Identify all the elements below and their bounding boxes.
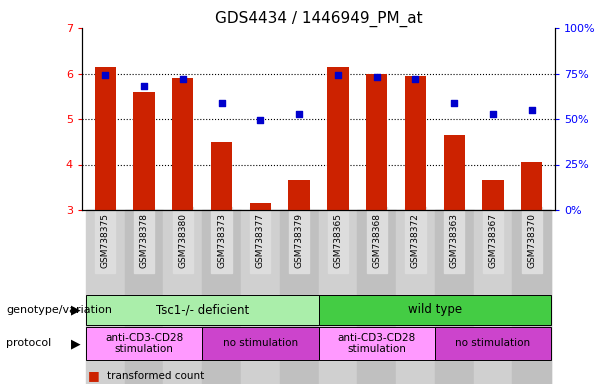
Bar	[164, 210, 202, 384]
Bar	[396, 210, 435, 384]
Point	[371, 74, 381, 80]
Point	[333, 72, 343, 78]
Bar	[512, 210, 551, 384]
Point	[256, 117, 265, 123]
Text: Tsc1-/- deficient: Tsc1-/- deficient	[156, 303, 249, 316]
Bar	[327, 67, 349, 210]
Bar	[357, 210, 396, 384]
Bar	[405, 76, 426, 210]
Point	[449, 100, 459, 106]
Text: ▶: ▶	[71, 303, 81, 316]
Bar	[289, 180, 310, 210]
Point	[101, 72, 110, 78]
Bar	[512, 210, 551, 384]
Point	[527, 107, 536, 113]
Title: GDS4434 / 1446949_PM_at: GDS4434 / 1446949_PM_at	[215, 10, 422, 26]
Text: no stimulation: no stimulation	[223, 339, 298, 349]
Bar	[124, 210, 164, 384]
Point	[488, 111, 498, 117]
Text: anti-CD3-CD28
stimulation: anti-CD3-CD28 stimulation	[338, 333, 416, 354]
Bar	[357, 210, 396, 384]
Bar	[211, 142, 232, 210]
Point	[294, 111, 304, 117]
Text: protocol: protocol	[6, 339, 51, 349]
Bar	[124, 210, 164, 384]
Bar	[280, 210, 319, 384]
Bar	[86, 210, 124, 384]
Text: genotype/variation: genotype/variation	[6, 305, 112, 315]
Text: transformed count: transformed count	[107, 371, 204, 381]
Text: no stimulation: no stimulation	[455, 339, 530, 349]
Bar	[94, 67, 116, 210]
Bar	[474, 210, 512, 384]
Bar	[202, 210, 241, 384]
Bar	[280, 210, 319, 384]
Bar	[172, 78, 194, 210]
Point	[216, 100, 226, 106]
Point	[139, 83, 149, 89]
Bar	[435, 210, 474, 384]
Text: anti-CD3-CD28
stimulation: anti-CD3-CD28 stimulation	[105, 333, 183, 354]
Bar	[482, 180, 504, 210]
Bar	[444, 135, 465, 210]
Text: wild type: wild type	[408, 303, 462, 316]
Bar	[241, 210, 280, 384]
Text: ■: ■	[88, 369, 100, 382]
Bar	[134, 92, 154, 210]
Bar	[521, 162, 543, 210]
Bar	[319, 210, 357, 384]
Bar	[435, 210, 474, 384]
Bar	[366, 73, 387, 210]
Bar	[202, 210, 241, 384]
Text: ▶: ▶	[71, 337, 81, 350]
Point	[178, 76, 188, 83]
Point	[411, 76, 421, 82]
Bar	[249, 203, 271, 210]
